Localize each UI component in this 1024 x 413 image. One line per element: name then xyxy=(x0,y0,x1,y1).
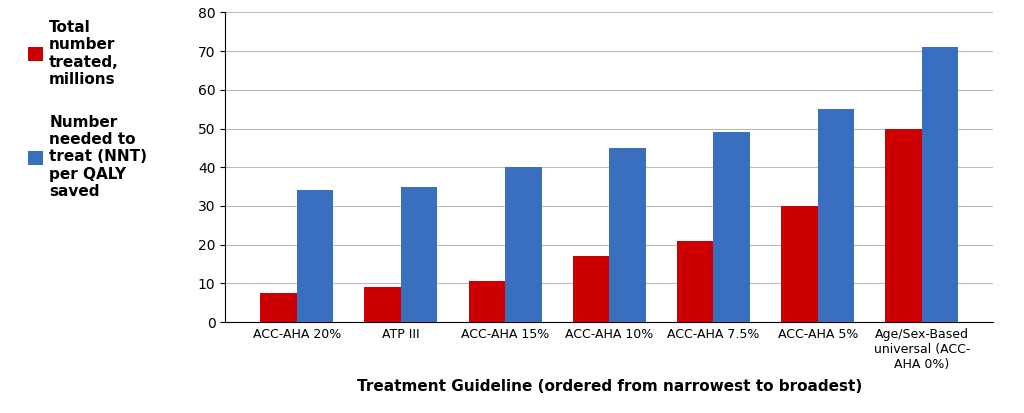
Bar xyxy=(609,148,646,322)
Bar xyxy=(505,167,542,322)
Bar xyxy=(260,293,297,322)
Bar xyxy=(400,187,437,322)
Bar xyxy=(297,190,333,322)
Bar xyxy=(714,133,750,322)
Bar xyxy=(677,241,714,322)
Bar xyxy=(781,206,818,322)
Legend: Total
number
treated,
millions, Number
needed to
treat (NNT)
per QALY
saved: Total number treated, millions, Number n… xyxy=(22,14,154,205)
Bar xyxy=(365,287,400,322)
Bar xyxy=(886,128,922,322)
Bar xyxy=(469,282,505,322)
Bar xyxy=(922,47,958,322)
X-axis label: Treatment Guideline (ordered from narrowest to broadest): Treatment Guideline (ordered from narrow… xyxy=(356,379,862,394)
Bar xyxy=(818,109,854,322)
Bar xyxy=(572,256,609,322)
